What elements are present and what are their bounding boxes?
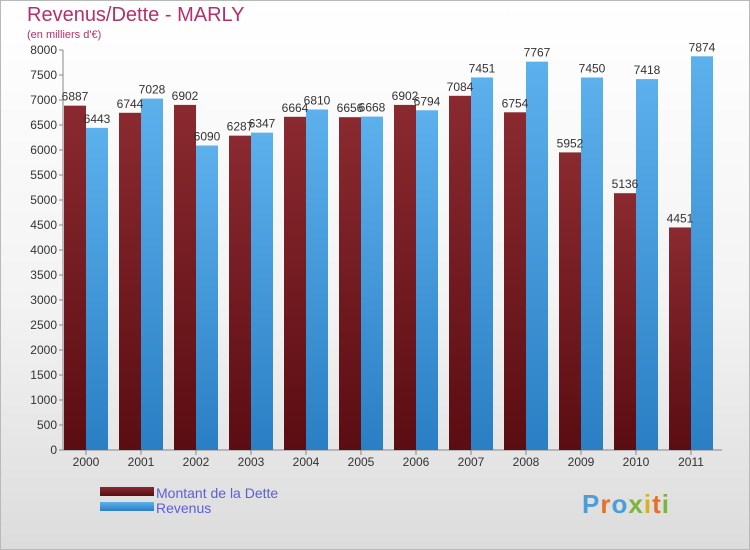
bar-revenus xyxy=(196,145,218,450)
bar-dette xyxy=(339,117,361,450)
x-tick-label: 2005 xyxy=(348,455,375,469)
x-tick-label: 2009 xyxy=(568,455,595,469)
data-label-revenus: 7874 xyxy=(689,40,716,54)
x-tick-label: 2008 xyxy=(513,455,540,469)
data-label-dette: 6744 xyxy=(117,97,144,111)
bar-revenus xyxy=(691,56,713,451)
data-label-dette: 5952 xyxy=(557,136,584,150)
legend-item-dette: Montant de la Dette xyxy=(100,486,278,501)
y-tick-label: 500 xyxy=(37,418,57,432)
y-tick-label: 2500 xyxy=(30,318,57,332)
y-tick-label: 3500 xyxy=(30,268,57,282)
data-label-dette: 4451 xyxy=(667,211,694,225)
x-tick-label: 2011 xyxy=(678,455,704,469)
data-label-revenus: 7451 xyxy=(469,61,496,75)
bar-revenus xyxy=(361,116,383,450)
data-label-dette: 6656 xyxy=(337,101,364,115)
legend: Montant de la Dette Revenus xyxy=(100,486,278,516)
bar-revenus xyxy=(471,77,493,450)
bar-dette xyxy=(119,112,141,451)
x-tick-label: 2007 xyxy=(458,455,485,469)
bar-revenus xyxy=(141,98,163,450)
data-label-revenus: 6347 xyxy=(249,117,276,131)
data-label-revenus: 6794 xyxy=(414,94,441,108)
bar-revenus xyxy=(526,61,548,451)
data-label-revenus: 7418 xyxy=(634,63,661,77)
x-tick-label: 2001 xyxy=(128,455,155,469)
x-tick-label: 2003 xyxy=(238,455,265,469)
bar-revenus xyxy=(416,110,438,451)
y-tick-label: 5000 xyxy=(30,193,57,207)
data-label-dette: 6754 xyxy=(502,96,529,110)
x-tick-label: 2006 xyxy=(403,455,430,469)
x-tick-label: 2000 xyxy=(73,455,100,469)
legend-label-revenus: Revenus xyxy=(156,500,212,516)
data-label-dette: 6887 xyxy=(62,90,89,104)
data-label-dette: 7084 xyxy=(447,80,474,94)
y-tick-label: 2000 xyxy=(30,343,57,357)
y-tick-label: 7500 xyxy=(30,68,57,82)
bar-dette xyxy=(174,104,196,451)
bar-dette xyxy=(229,135,251,450)
bar-revenus xyxy=(251,132,273,450)
y-tick-label: 8000 xyxy=(30,43,57,57)
y-tick-label: 6500 xyxy=(30,118,57,132)
legend-swatch-dette xyxy=(100,487,154,496)
data-label-dette: 6287 xyxy=(227,120,254,134)
data-label-dette: 6902 xyxy=(172,89,199,103)
bar-revenus xyxy=(306,109,328,450)
proxiti-logo: Proxiti xyxy=(582,489,670,519)
chart-title: Revenus/Dette - MARLY xyxy=(27,4,245,26)
y-tick-label: 1000 xyxy=(30,393,57,407)
legend-item-revenus: Revenus xyxy=(100,501,278,516)
y-axis: 0 500 1000 1500 2000 2500 3000 3500 4000 4500 5000… xyxy=(30,43,64,457)
data-label-revenus: 6443 xyxy=(84,112,111,126)
data-label-revenus: 6090 xyxy=(194,130,221,144)
bar-dette xyxy=(614,193,636,450)
bar-dette xyxy=(504,112,526,451)
bar-dette xyxy=(559,152,581,450)
bar-revenus xyxy=(581,77,603,450)
x-tick-label: 2004 xyxy=(293,455,320,469)
bar-revenus xyxy=(86,127,108,450)
y-tick-label: 5500 xyxy=(30,168,57,182)
x-tick-label: 2010 xyxy=(623,455,650,469)
y-tick-label: 4500 xyxy=(30,218,57,232)
data-label-dette: 6664 xyxy=(282,101,309,115)
x-axis: 2000 2001 2002 2003 2004 2005 2006 2007 2008 2009… xyxy=(63,449,722,469)
legend-label-dette: Montant de la Dette xyxy=(156,485,279,501)
y-tick-label: 1500 xyxy=(30,368,57,382)
y-tick-label: 7000 xyxy=(30,93,57,107)
data-label-revenus: 6668 xyxy=(359,101,386,115)
y-tick-label: 3000 xyxy=(30,293,57,307)
y-tick-label: 4000 xyxy=(30,243,57,257)
data-label-revenus: 7028 xyxy=(139,83,166,97)
bar-revenus xyxy=(636,79,658,450)
chart-subtitle: (en milliers d'€) xyxy=(27,29,102,41)
data-label-revenus: 6810 xyxy=(304,94,331,108)
bar-dette xyxy=(64,105,86,451)
bar-dette xyxy=(394,104,416,451)
data-label-dette: 5136 xyxy=(612,177,639,191)
x-tick-label: 2002 xyxy=(183,455,210,469)
data-label-revenus: 7450 xyxy=(579,62,606,76)
bar-dette xyxy=(669,227,691,450)
y-tick-label: 6000 xyxy=(30,143,57,157)
y-tick-label: 0 xyxy=(50,443,57,457)
data-label-revenus: 7767 xyxy=(524,46,551,60)
legend-swatch-revenus xyxy=(100,502,154,511)
bar-dette xyxy=(449,95,471,451)
bars xyxy=(64,56,713,451)
data-label-dette: 6902 xyxy=(392,89,419,103)
bar-dette xyxy=(284,116,306,451)
